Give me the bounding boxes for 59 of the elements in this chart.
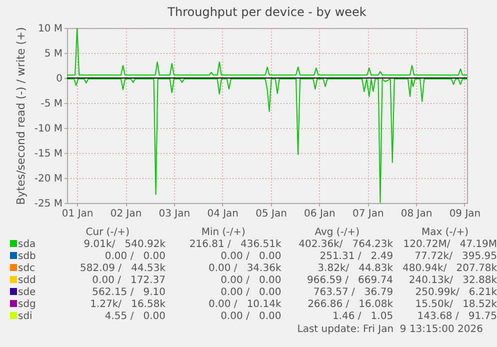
- text: Cur (-/+): [84, 227, 131, 239]
- text: 250.99k/ 6.21k: [414, 287, 497, 299]
- y-axis-title: Bytes/second read (-) / write (+): [14, 27, 28, 205]
- text: 562.15 / 9.10: [91, 287, 166, 299]
- text: 4.55 / 0.00: [104, 311, 166, 323]
- legend-label: sda: [17, 239, 37, 251]
- x-tick-label: 06 Jan: [304, 208, 336, 220]
- text: 966.59 / 669.74: [306, 275, 394, 287]
- text: 0.00 / 172.37: [91, 275, 166, 287]
- y-tick-label: 10 M: [38, 24, 62, 34]
- legend-label: sdd: [17, 275, 37, 287]
- x-tick-label: 03 Jan: [158, 208, 190, 220]
- y-tick-label: -10 M: [34, 124, 62, 134]
- x-tick-label: 08 Jan: [400, 208, 432, 220]
- text: Max (-/+): [420, 227, 470, 239]
- text: 0.00 / 0.00: [104, 251, 166, 263]
- legend-label: sdc: [17, 263, 36, 275]
- legend-label: sde: [17, 287, 37, 299]
- text: 120.72M/ 47.19M: [402, 239, 497, 251]
- y-tick-label: -15 M: [34, 148, 62, 160]
- x-tick-label: 01 Jan: [62, 208, 94, 220]
- text: 216.81 / 436.51k: [188, 239, 282, 251]
- text: 0.00 / 0.00: [220, 275, 282, 287]
- text: 0.00 / 0.00: [220, 287, 282, 299]
- legend-label: sdb: [17, 251, 37, 263]
- text: Avg (-/+): [314, 227, 361, 239]
- text: 143.68 / 91.75: [416, 311, 497, 323]
- text: 480.94k/ 207.78k: [402, 263, 497, 275]
- text: 266.86 / 16.08k: [306, 299, 394, 311]
- y-tick-label: -20 M: [34, 174, 62, 184]
- text: Last update: Fri Jan 9 13:15:00 2026: [297, 324, 483, 335]
- text: 0.00 / 0.00: [220, 251, 282, 263]
- text: 1.27k/ 16.58k: [89, 299, 166, 311]
- x-tick-label: 04 Jan: [207, 208, 239, 220]
- text: 582.09 / 44.53k: [79, 263, 166, 275]
- x-tick-label: 05 Jan: [256, 208, 287, 220]
- text: 0.00 / 34.36k: [207, 263, 282, 275]
- y-tick-label: 5 M: [44, 48, 62, 60]
- x-tick-label: 07 Jan: [352, 208, 384, 220]
- x-tick-label: 09 Jan: [449, 208, 481, 220]
- text: Min (-/+): [200, 227, 246, 239]
- text: 0.00 / 10.14k: [207, 299, 282, 311]
- legend-label: sdi: [17, 311, 34, 323]
- chart-title: Throughput per device - by week: [166, 5, 366, 19]
- text: 3.82k/ 44.83k: [316, 263, 394, 275]
- text: 15.50k/ 18.52k: [414, 299, 497, 311]
- text: 0.00 / 0.00: [220, 311, 282, 323]
- text: 251.31 / 2.49: [318, 251, 394, 263]
- y-tick-label: -25 M: [34, 198, 62, 210]
- text: 402.36k/ 764.23k: [298, 239, 394, 251]
- text: 240.13k/ 32.88k: [408, 275, 497, 287]
- legend-label: sdg: [17, 299, 37, 311]
- y-tick-label: 0: [56, 74, 62, 84]
- y-tick-label: -5 M: [40, 98, 62, 110]
- text: 1.46 / 1.05: [331, 311, 394, 323]
- text: 9.01k/ 540.92k: [82, 239, 166, 251]
- text: 77.72k/ 395.95: [414, 251, 497, 263]
- text: 763.57 / 36.79: [312, 287, 394, 299]
- x-tick-label: 02 Jan: [110, 208, 142, 220]
